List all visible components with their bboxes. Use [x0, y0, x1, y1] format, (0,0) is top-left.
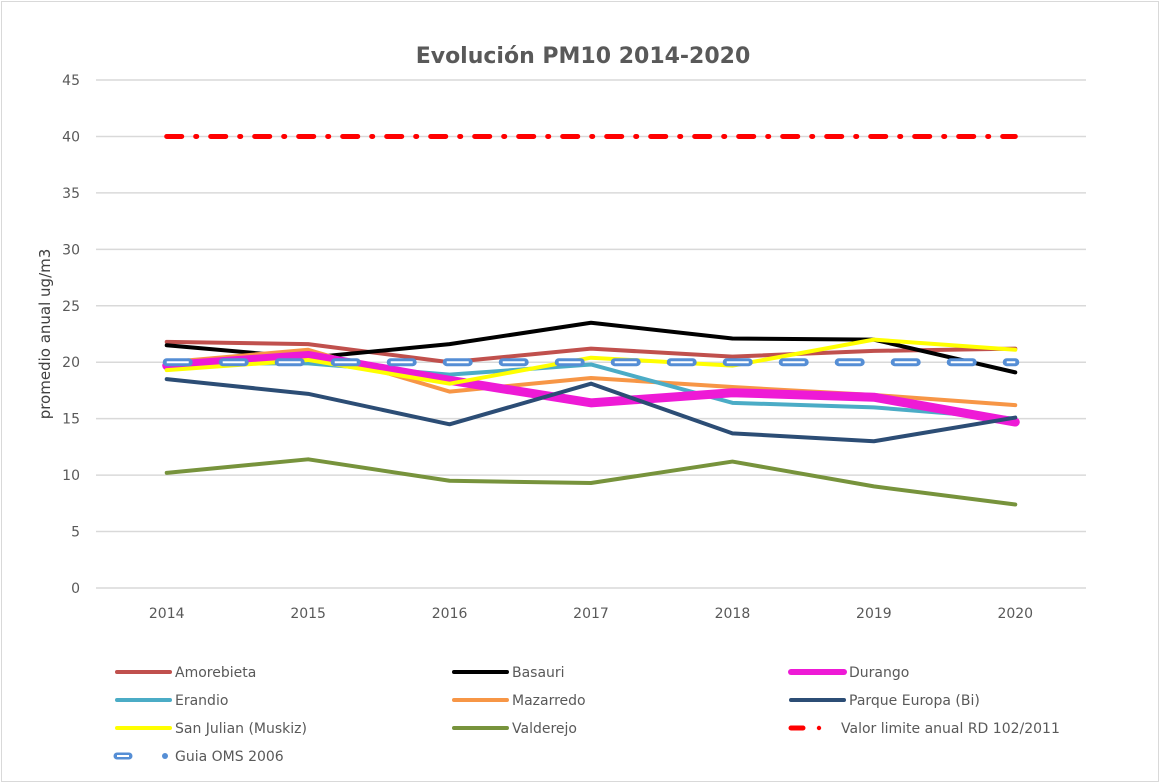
x-axis-ticks: 2014 2015 2016 2017 2018 2019 2020 [149, 606, 1033, 622]
legend-item: Valderejo [452, 721, 577, 737]
legend-item: Basauri [452, 665, 565, 681]
gridlines [96, 79, 1086, 589]
x-tick-label: 2015 [290, 606, 326, 622]
series-line [164, 377, 1018, 444]
y-tick-label: 25 [62, 299, 80, 315]
legend-label: Valderejo [512, 721, 577, 737]
legend: Amorebieta Basauri Durango Erandio Mazarredo… [113, 665, 1060, 765]
legend-label: Basauri [512, 665, 565, 681]
legend-item: San Julian (Muskiz) [115, 721, 307, 737]
y-tick-label: 30 [62, 242, 80, 258]
legend-label: Guia OMS 2006 [175, 749, 284, 765]
legend-label: San Julian (Muskiz) [175, 721, 307, 737]
series-erandio [164, 361, 1018, 421]
y-axis-ticks: 0 5 10 15 20 25 30 35 40 45 [62, 73, 80, 597]
y-tick-label: 35 [62, 186, 80, 202]
x-tick-label: 2018 [715, 606, 751, 622]
y-tick-label: 45 [62, 73, 80, 89]
y-axis-label: promedio anual ug/m3 [36, 249, 54, 420]
chart-title: Evolución PM10 2014-2020 [416, 44, 751, 69]
series-parque-europa-bi [164, 377, 1018, 444]
x-tick-label: 2014 [149, 606, 185, 622]
y-tick-label: 15 [62, 412, 80, 428]
x-tick-label: 2017 [573, 606, 609, 622]
legend-label: Amorebieta [175, 665, 256, 681]
series-durango [162, 350, 1020, 427]
y-tick-label: 10 [62, 468, 80, 484]
legend-swatch-dot [816, 725, 822, 731]
legend-item: Amorebieta [115, 665, 256, 681]
legend-label: Mazarredo [512, 693, 586, 709]
series-san-julian-muskiz [164, 337, 1018, 386]
legend-item: Durango [788, 665, 909, 681]
legend-label: Valor limite anual RD 102/2011 [841, 721, 1060, 737]
series-line [164, 339, 1018, 365]
y-tick-label: 20 [62, 355, 80, 371]
series-line [164, 361, 1018, 421]
legend-label: Parque Europa (Bi) [849, 693, 980, 709]
x-tick-label: 2016 [432, 606, 468, 622]
x-tick-label: 2020 [997, 606, 1033, 622]
legend-item: Guia OMS 2006 [113, 749, 284, 765]
series-lines [162, 133, 1020, 507]
y-tick-label: 5 [71, 525, 80, 541]
y-tick-label: 0 [71, 581, 80, 597]
series-amorebieta [164, 339, 1018, 365]
y-tick-label: 40 [62, 129, 80, 145]
series-line [162, 350, 1020, 427]
legend-item: Mazarredo [452, 693, 586, 709]
x-tick-label: 2019 [856, 606, 892, 622]
legend-item: Parque Europa (Bi) [789, 693, 980, 709]
legend-item: Erandio [115, 693, 228, 709]
series-valderejo [164, 457, 1018, 507]
series-line [164, 337, 1018, 386]
series-line [164, 457, 1018, 507]
legend-label: Erandio [175, 693, 228, 709]
legend-swatch-dot [162, 753, 168, 759]
legend-item: Valor limite anual RD 102/2011 [788, 721, 1060, 737]
legend-label: Durango [849, 665, 909, 681]
